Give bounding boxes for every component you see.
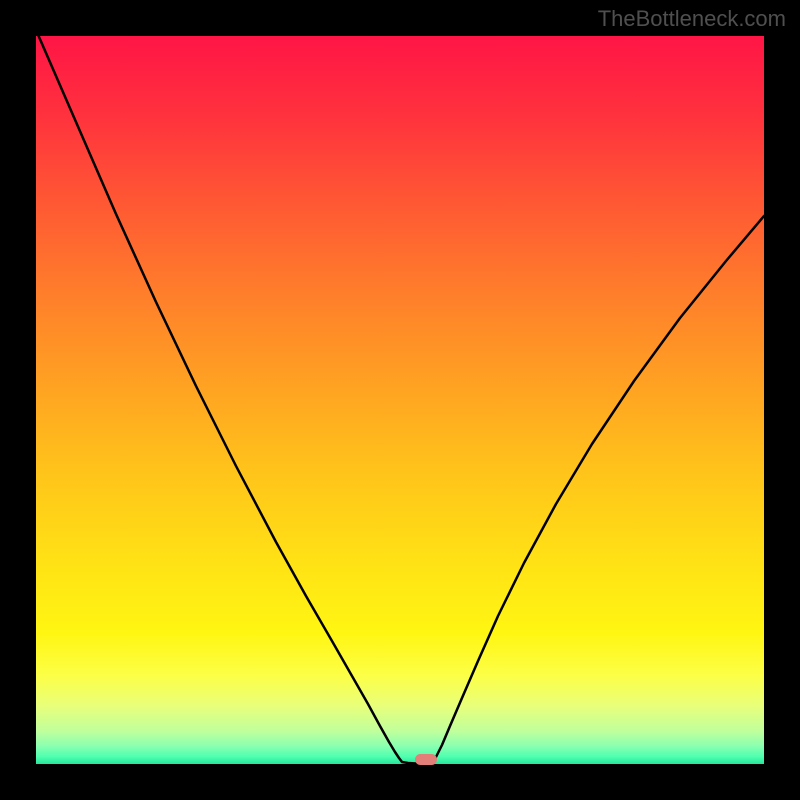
bottleneck-curve bbox=[36, 36, 764, 764]
plot-area bbox=[36, 36, 764, 764]
optimal-point-marker bbox=[415, 754, 437, 765]
watermark-text: TheBottleneck.com bbox=[598, 6, 786, 32]
chart-container: TheBottleneck.com bbox=[0, 0, 800, 800]
